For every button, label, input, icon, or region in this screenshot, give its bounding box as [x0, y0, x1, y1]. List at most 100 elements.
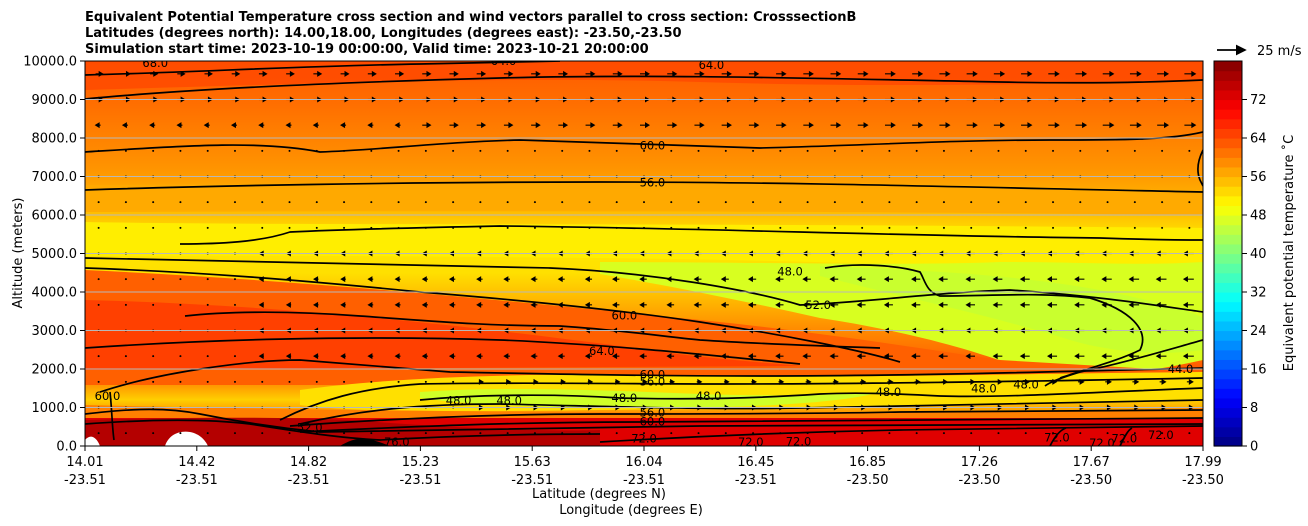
wind-vector: [422, 70, 432, 77]
wind-vector: [1046, 276, 1058, 283]
wind-vector: [1052, 226, 1055, 229]
wind-vector: [206, 303, 209, 306]
wind-vector: [888, 201, 891, 204]
wind-vector: [448, 301, 456, 308]
wind-vector: [639, 301, 647, 308]
wind-vector: [203, 122, 210, 129]
wind-vector: [1155, 353, 1167, 360]
wind-vector: [476, 70, 487, 77]
wind-vector: [806, 149, 809, 152]
contour-label: 48.0: [876, 385, 902, 399]
wind-vector: [343, 432, 346, 435]
wind-vector: [288, 226, 291, 229]
wind-vector: [124, 278, 127, 281]
wind-vector: [942, 226, 945, 229]
wind-vector: [670, 201, 673, 204]
wind-vector: [152, 278, 155, 281]
wind-vector: [612, 276, 620, 283]
wind-vector: [315, 149, 318, 152]
wind-vector: [421, 301, 428, 308]
wind-vector: [261, 201, 264, 204]
wind-vector: [970, 201, 973, 204]
contour-label: 48.0: [612, 391, 638, 405]
wind-vector: [724, 149, 727, 152]
wind-reference-label: 25 m/s: [1257, 44, 1302, 59]
wind-vector: [1101, 301, 1112, 308]
wind-vector: [152, 149, 155, 152]
wind-vector: [97, 380, 100, 383]
wind-vector: [915, 226, 918, 229]
wind-vector: [1188, 149, 1191, 152]
wind-vector: [697, 226, 700, 229]
wind-vector: [670, 226, 673, 229]
wind-vector: [802, 353, 811, 360]
wind-vector: [748, 122, 760, 129]
wind-vector: [1161, 432, 1164, 435]
contour-label: 48.0: [777, 265, 803, 279]
wind-vector: [533, 226, 536, 229]
wind-vector: [1186, 378, 1194, 385]
wind-vector: [724, 201, 727, 204]
wind-vector: [1075, 70, 1088, 77]
wind-vector: [179, 149, 182, 152]
wind-vector: [939, 70, 951, 77]
wind-vector: [965, 276, 975, 283]
wind-vector: [206, 355, 209, 358]
wind-vector: [124, 226, 127, 229]
wind-vector: [639, 353, 647, 360]
wind-vector: [422, 122, 432, 129]
wind-vector: [884, 122, 896, 129]
wind-vector: [1046, 353, 1058, 360]
wind-vector: [561, 226, 564, 229]
wind-vector: [343, 380, 346, 383]
wind-vector: [395, 70, 405, 77]
wind-vector: [752, 226, 755, 229]
x-tick-label-lon: -23.51: [399, 473, 441, 488]
y-tick-label: 3000.0: [32, 324, 78, 339]
wind-vector: [941, 378, 949, 385]
wind-vector: [261, 149, 264, 152]
wind-vector: [231, 70, 241, 77]
wind-vector: [1074, 276, 1085, 283]
red-lower-slab: [85, 300, 800, 370]
wind-vector: [829, 301, 839, 308]
wind-vector: [747, 276, 757, 283]
wind-vector: [258, 353, 264, 360]
wind-vector: [479, 432, 482, 435]
contour-label: 48.0: [971, 381, 997, 395]
wind-vector: [615, 149, 618, 152]
wind-vector: [723, 378, 730, 385]
contour-56: [85, 181, 1203, 193]
wind-vector: [612, 301, 620, 308]
wind-vector: [449, 122, 459, 129]
wind-vector: [261, 432, 264, 435]
wind-vector: [124, 432, 127, 435]
x-tick-label-lat: 17.26: [961, 455, 998, 470]
wind-vector: [802, 276, 811, 283]
contour-60: [85, 131, 1203, 153]
contour-48-low: [419, 387, 1203, 401]
wind-vector: [1157, 122, 1170, 129]
wind-vector: [832, 378, 839, 385]
wind-vector: [506, 432, 509, 435]
colorbar-segment: [1214, 89, 1242, 101]
wind-vector: [806, 201, 809, 204]
wind-vector: [584, 276, 593, 283]
wind-vector: [857, 70, 869, 77]
colorbar-segment: [1214, 243, 1242, 255]
wind-vector: [313, 353, 319, 360]
wind-vector: [533, 149, 536, 152]
colorbar-tick-label: 64: [1250, 132, 1267, 147]
wind-vector: [313, 301, 319, 308]
contour-label: 48.0: [1013, 377, 1039, 391]
wind-vector: [803, 70, 814, 77]
colorbar-segment: [1214, 378, 1242, 389]
contour-64-surface: [85, 408, 1203, 433]
wind-vector: [315, 432, 318, 435]
wind-vector: [1079, 201, 1082, 204]
colorbar-segment: [1214, 407, 1242, 418]
colorbar-tick-label: 72: [1250, 93, 1267, 108]
colorbar-tick-label: 56: [1250, 170, 1267, 185]
wind-vector: [476, 301, 483, 308]
colorbar-segment: [1214, 282, 1242, 293]
